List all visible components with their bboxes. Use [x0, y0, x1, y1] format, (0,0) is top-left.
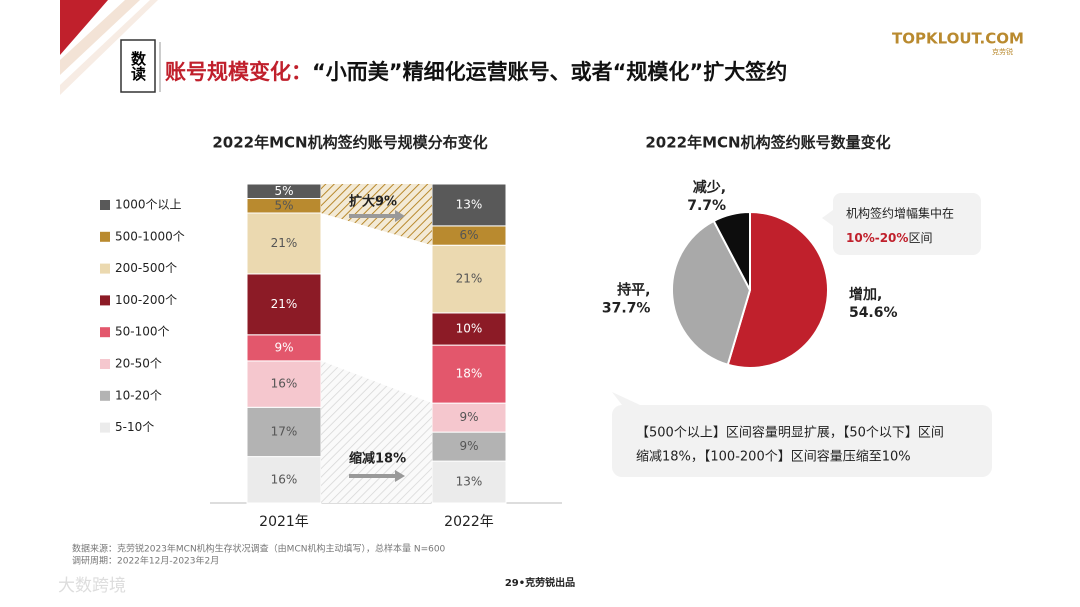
- pie-label: 减少,: [693, 179, 726, 196]
- legend-swatch: [100, 295, 110, 306]
- legend-swatch: [100, 390, 110, 401]
- callout-tail: [822, 210, 833, 226]
- bar-segment: [431, 244, 507, 314]
- annotation: 扩大9%: [349, 194, 397, 210]
- pie-slice: [712, 210, 751, 291]
- value-label: 16%: [271, 472, 298, 486]
- legend-swatch: [100, 327, 110, 338]
- logo-sub: 克劳锐: [992, 47, 1013, 56]
- value-label: 13%: [456, 197, 483, 211]
- bar-segment: [246, 273, 322, 336]
- legend-label: 20-50个: [115, 357, 162, 371]
- bar-segment: [431, 183, 507, 227]
- value-label: 10%: [456, 322, 483, 336]
- bar-segment: [431, 344, 507, 404]
- value-label: 17%: [271, 424, 298, 438]
- bar-segment: [431, 312, 507, 346]
- callout-rest: 区间: [908, 231, 932, 245]
- legend-swatch: [100, 359, 110, 369]
- chart-title: 2022年MCN机构签约账号规模分布变化: [212, 134, 487, 152]
- bar-segment: [246, 334, 322, 362]
- callout-box: [833, 193, 981, 255]
- bar-chart: 16% 17% 16% 9% 21% 21% 5%5% 2021年 13% 9% 9% 18% 10% 2…: [100, 183, 507, 530]
- pie-value-label: 37.7%: [602, 300, 651, 316]
- legend-label: 100-200个: [115, 293, 177, 307]
- legend-label: 50-100个: [115, 325, 170, 339]
- annotation: 缩减18%: [349, 451, 406, 467]
- callout-text: 10%-20%区间: [846, 231, 932, 245]
- corner-deco: [60, 0, 108, 55]
- callout-text: 缩减18%，【100-200个】区间容量压缩至10%: [636, 449, 911, 465]
- page-number: 29•克劳锐出品: [505, 576, 575, 589]
- arrow: [349, 470, 405, 482]
- callout-highlight: 10%-20%: [846, 231, 908, 245]
- legend-swatch: [100, 422, 110, 433]
- band-shrink: [321, 360, 432, 503]
- legend-label: 5-10个: [115, 420, 154, 434]
- x-tick-label: 2021年: [259, 514, 309, 530]
- callout-tail: [612, 392, 640, 405]
- legend-label: 500-1000个: [115, 229, 185, 243]
- legend-swatch: [100, 263, 110, 274]
- value-label: 6%: [459, 228, 478, 242]
- bar-segment: [431, 431, 507, 462]
- arrow: [349, 210, 405, 222]
- callout-text: 机构签约增幅集中在: [846, 206, 954, 221]
- pie-label: 增加,: [849, 286, 882, 303]
- value-label: 9%: [274, 340, 293, 354]
- legend-swatch: [100, 231, 110, 242]
- x-tick-label: 2022年: [444, 514, 494, 530]
- callout-text: 【500个以上】区间容量明显扩展，【50个以下】区间: [636, 425, 944, 441]
- value-label: 9%: [459, 439, 478, 453]
- corner-deco: [60, 0, 140, 75]
- badge: 数读: [129, 50, 147, 82]
- value-label: 18%: [456, 367, 483, 381]
- legend-label: 10-20个: [115, 388, 162, 402]
- pie-chart: 增加, 54.6% 持平, 37.7% 减少, 7.7%: [602, 179, 898, 369]
- legend-label: 200-500个: [115, 261, 177, 275]
- logo: TOPKLOUT.COM: [892, 30, 1024, 48]
- legend-label: 1000个以上: [115, 198, 182, 212]
- pie-label: 持平,: [617, 281, 650, 298]
- value-label: 13%: [456, 475, 483, 489]
- slide-title: 账号规模变化：“小而美”精细化运营账号、或者“规模化”扩大签约: [165, 60, 787, 84]
- chart-title: 2022年MCN机构签约账号数量变化: [645, 134, 890, 152]
- value-label: 9%: [459, 410, 478, 424]
- callout-box: [612, 405, 992, 477]
- value-label: 5%: [274, 184, 293, 198]
- pie-slice: [726, 210, 829, 369]
- watermark: 大数跨境: [58, 576, 126, 596]
- badge-box: [120, 39, 156, 93]
- bar-segment: [431, 402, 507, 433]
- pie-slice: [671, 219, 752, 367]
- pie-value-label: 54.6%: [849, 305, 898, 321]
- value-label: 21%: [271, 297, 298, 311]
- bar-segment: [246, 212, 322, 275]
- value-label: 16%: [271, 377, 298, 391]
- pie-value-label: 7.7%: [687, 198, 726, 214]
- value-label: 21%: [456, 272, 483, 286]
- value-label: 5%: [274, 198, 293, 212]
- value-label: 21%: [271, 236, 298, 250]
- title-main: “小而美”精细化运营账号、或者“规模化”扩大签约: [312, 60, 787, 84]
- legend-swatch: [100, 200, 110, 210]
- period: 调研周期：2022年12月-2023年2月: [72, 555, 219, 567]
- corner-deco: [60, 0, 158, 95]
- source: 数据来源：克劳锐2023年MCN机构生存状况调查（由MCN机构主动填写），总样本…: [72, 543, 446, 555]
- title-prefix: 账号规模变化：: [165, 60, 312, 84]
